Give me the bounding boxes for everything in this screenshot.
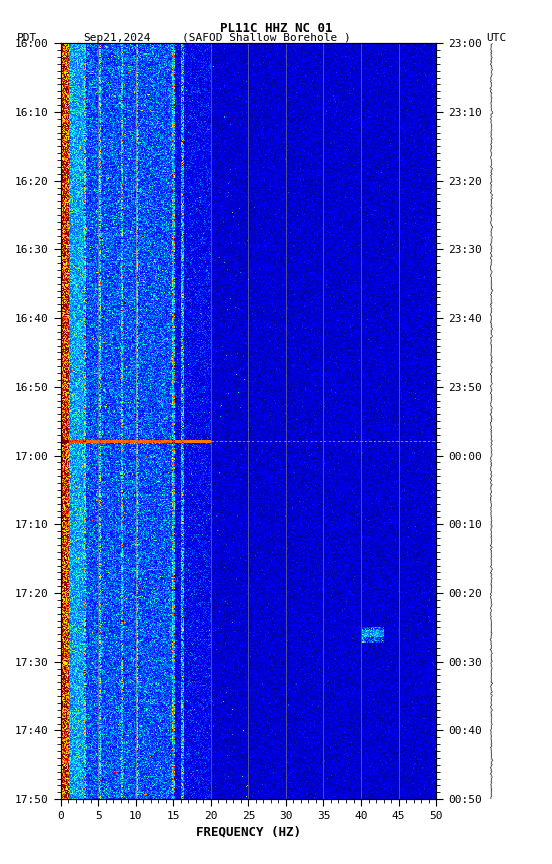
X-axis label: FREQUENCY (HZ): FREQUENCY (HZ) [196, 825, 301, 838]
Text: UTC: UTC [486, 33, 506, 43]
Text: Sep21,2024: Sep21,2024 [83, 33, 150, 43]
Text: PDT: PDT [17, 33, 37, 43]
Text: PL11C HHZ NC 01: PL11C HHZ NC 01 [220, 22, 332, 35]
Text: (SAFOD Shallow Borehole ): (SAFOD Shallow Borehole ) [182, 33, 351, 43]
